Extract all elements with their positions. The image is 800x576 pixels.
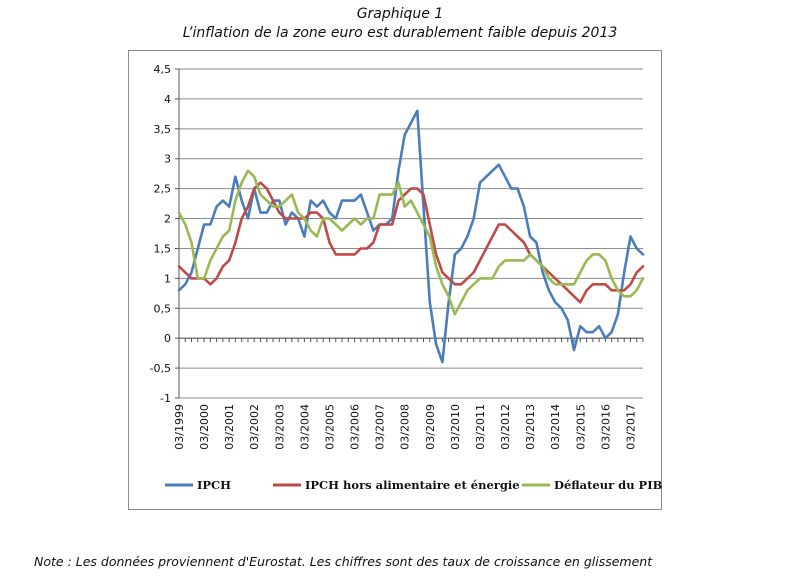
x-tick-label: 03/2004 — [298, 404, 311, 450]
x-tick-label: 03/2000 — [198, 404, 211, 450]
x-tick-label: 03/2013 — [524, 404, 537, 450]
series-line-0 — [177, 109, 645, 364]
x-tick-label: 03/2014 — [549, 404, 562, 450]
y-tick-label: 0,5 — [154, 302, 172, 315]
legend-label: IPCH — [197, 478, 231, 492]
y-tick-label: 4,5 — [154, 63, 172, 76]
y-tick-label: 3,5 — [154, 123, 172, 136]
y-tick-label: 3 — [164, 153, 171, 166]
x-tick-label: 03/2009 — [424, 404, 437, 450]
legend-label: IPCH hors alimentaire et énergie — [305, 478, 520, 492]
y-tick-label: 2 — [164, 213, 171, 226]
x-tick-label: 03/2008 — [399, 404, 412, 450]
x-tick-label: 03/2011 — [474, 404, 487, 450]
x-tick-label: 03/1999 — [173, 404, 186, 450]
x-tick-label: 03/2006 — [349, 404, 362, 450]
line-chart: -1 -0,5 0 0,5 1 1,5 2 2,5 3 3,5 4 4,5 03/1999 03/2000… — [150, 63, 663, 492]
legend: IPCH IPCH hors alimentaire et énergie Défl… — [165, 478, 663, 492]
y-tick-label: 4 — [164, 93, 171, 106]
series-line-1 — [177, 181, 645, 304]
x-tick-label: 03/2016 — [599, 404, 612, 450]
grid-lines — [179, 68, 643, 399]
series-line-2 — [177, 169, 645, 316]
x-tick-label: 03/2003 — [273, 404, 286, 450]
y-tick-label: 2,5 — [154, 183, 172, 196]
axes: -1 -0,5 0 0,5 1 1,5 2 2,5 3 3,5 4 4,5 03/1999 03/2000… — [150, 63, 644, 450]
series-lines — [177, 109, 645, 364]
y-tick-label: -1 — [160, 392, 171, 405]
legend-label: Déflateur du PIB — [554, 478, 663, 492]
y-tick-label: 1 — [164, 272, 171, 285]
x-tick-label: 03/2005 — [323, 404, 336, 450]
chart-subtitle: L’inflation de la zone euro est durablem… — [182, 25, 618, 41]
x-tick-label: 03/2001 — [223, 404, 236, 450]
y-tick-label: -0,5 — [150, 362, 171, 375]
x-tick-label: 03/2002 — [248, 404, 261, 450]
y-tick-label: 0 — [164, 332, 171, 345]
y-tick-label: 1,5 — [154, 242, 172, 255]
x-tick-label: 03/2017 — [624, 404, 637, 450]
x-tick-label: 03/2012 — [499, 404, 512, 450]
footnote: Note : Les données proviennent d'Eurosta… — [34, 554, 653, 569]
x-tick-label: 03/2015 — [574, 404, 587, 450]
x-tick-label: 03/2010 — [449, 404, 462, 450]
chart-frame: -1 -0,5 0 0,5 1 1,5 2 2,5 3 3,5 4 4,5 03/1999 03/2000… — [128, 50, 663, 510]
x-tick-label: 03/2007 — [374, 404, 387, 450]
chart-title: Graphique 1 — [356, 6, 444, 22]
